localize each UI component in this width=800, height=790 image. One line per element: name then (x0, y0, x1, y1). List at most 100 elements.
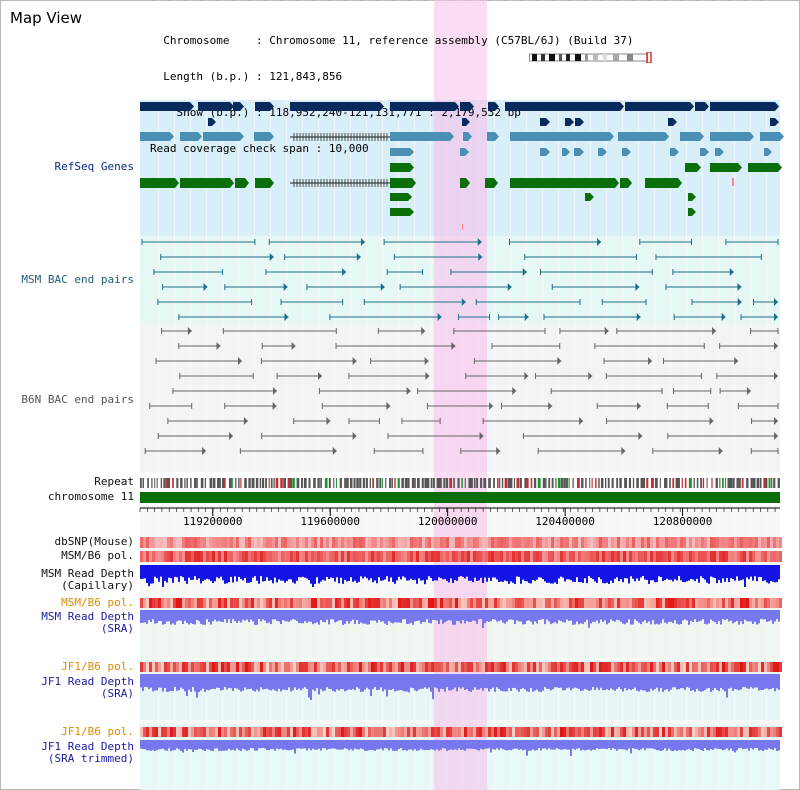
track-label-refseq[interactable]: RefSeq Genes (54, 160, 134, 173)
jf1-depth-trimmed-bar (660, 740, 662, 751)
jf1-depth-trimmed-bar (318, 740, 320, 749)
track-label-msm-b6-pol-sra[interactable]: MSM/B6 pol. (61, 596, 134, 609)
track-label-msm-bac[interactable]: MSM BAC end pairs (21, 273, 134, 286)
jf1-depth-trimmed-bar (750, 740, 752, 749)
repeat-track[interactable] (140, 477, 780, 489)
jf1-b6-pol-cell (338, 662, 341, 672)
track-label-msm-depth-sra[interactable]: MSM Read Depth (SRA) (0, 611, 134, 635)
msm-depth-sra-bar (256, 610, 258, 625)
track-label-dbsnp[interactable]: dbSNP(Mouse) (54, 535, 134, 548)
msm-depth-sra-bar (644, 610, 646, 621)
msm-depth-capillary-bar (368, 565, 370, 581)
msm-b6-pol-sra-cell (386, 598, 389, 608)
jf1-depth-trimmed-bar (476, 740, 478, 750)
msm-depth-sra-bar (268, 610, 270, 623)
repeat-element (303, 478, 307, 488)
repeat-element (147, 478, 149, 488)
msm-depth-sra-bar (170, 610, 172, 625)
track-label-chromosome[interactable]: chromosome 11 (47, 490, 134, 503)
repeat-element (711, 478, 713, 488)
msm-depth-capillary-track[interactable] (140, 565, 780, 587)
msm-b6-pol-sra-cell (620, 598, 623, 608)
jf1-b6-pol-cell (149, 662, 152, 672)
msm-b6-pol-sra-heat-track[interactable] (140, 598, 782, 608)
jf1-b6-pol-trimmed-cell (266, 727, 269, 737)
msm-depth-capillary-bar (676, 565, 678, 581)
msm-depth-capillary-bar (512, 565, 514, 583)
msm-b6-pol-sra-cell (197, 598, 200, 608)
jf1-depth-sra-bar (772, 674, 774, 688)
jf1-depth-trimmed-track[interactable] (140, 740, 780, 756)
repeat-element (385, 478, 387, 488)
msm-depth-sra-bar (678, 610, 680, 625)
msm-depth-sra-bar (258, 610, 260, 620)
msm-depth-sra-bar (446, 610, 448, 622)
repeat-element (640, 478, 643, 488)
msm-b6-pol-sra-cell (305, 598, 308, 608)
jf1-depth-trimmed-bar (636, 740, 638, 750)
selected-region-highlight[interactable] (434, 0, 487, 790)
grid-line (222, 0, 223, 790)
msm-depth-capillary-bar (742, 565, 744, 580)
msm-b6-pol-cell (470, 551, 473, 562)
jf1-depth-sra-bar (560, 674, 562, 688)
chromosome-bar[interactable] (140, 492, 780, 503)
track-label-b6n-bac[interactable]: B6N BAC end pairs (21, 393, 134, 406)
track-label-msm-b6-pol[interactable]: MSM/B6 pol. (61, 549, 134, 562)
repeat-element (411, 478, 415, 488)
track-label-jf1-depth-sra[interactable]: JF1 Read Depth (SRA) (0, 676, 134, 700)
jf1-depth-sra-bar (164, 674, 166, 688)
dbsnp-cell (611, 537, 614, 548)
msm-b6-pol-cell (713, 551, 716, 562)
dbsnp-heat-track[interactable] (140, 537, 782, 548)
msm-depth-capillary-bar (576, 565, 578, 578)
msm-b6-pol-cell (278, 551, 281, 562)
track-label-jf1-b6-pol[interactable]: JF1/B6 pol. (61, 660, 134, 673)
gene-arrow (692, 208, 696, 216)
msm-b6-pol-heat-track[interactable] (140, 551, 782, 562)
msm-depth-sra-bar (354, 610, 356, 625)
track-label-jf1-b6-pol-trimmed[interactable]: JF1/B6 pol. (61, 725, 134, 738)
msm-b6-pol-sra-cell (770, 598, 773, 608)
dbsnp-cell (233, 537, 236, 548)
msm-depth-sra-bar (326, 610, 328, 620)
msm-depth-sra-track[interactable] (140, 610, 780, 628)
refseq-genes-track[interactable] (140, 100, 784, 236)
msm-b6-pol-sra-cell (509, 598, 512, 608)
msm-bac-pairs-track[interactable] (140, 236, 780, 324)
jf1-depth-sra-bar (596, 674, 598, 688)
msm-b6-pol-sra-cell (428, 598, 431, 608)
msm-depth-sra-bar (776, 610, 778, 620)
repeat-element (545, 478, 547, 488)
dbsnp-cell (545, 537, 548, 548)
jf1-b6-pol-trimmed-cell (170, 727, 173, 737)
msm-b6-pol-sra-cell (596, 598, 599, 608)
track-label-repeat[interactable]: Repeat (94, 475, 134, 488)
jf1-depth-trimmed-bar (172, 740, 174, 751)
chromosome-ideogram[interactable] (529, 52, 652, 63)
jf1-b6-pol-cell (335, 662, 338, 672)
jf1-depth-sra-bar (228, 674, 230, 688)
msm-depth-sra-bar (226, 610, 228, 623)
track-label-jf1-depth-trimmed[interactable]: JF1 Read Depth (SRA trimmed) (0, 741, 134, 765)
jf1-b6-pol-trimmed-cell (164, 727, 167, 737)
msm-depth-sra-bar (612, 610, 614, 621)
dbsnp-cell (458, 537, 461, 548)
jf1-b6-pol-cell (545, 662, 548, 672)
b6n-bac-pairs-track[interactable] (140, 324, 780, 474)
jf1-b6-pol-trimmed-heat-track[interactable] (140, 727, 782, 737)
msm-b6-pol-sra-cell (212, 598, 215, 608)
jf1-depth-trimmed-bar (198, 740, 200, 749)
msm-b6-pol-sra-cell (587, 598, 590, 608)
msm-bac-pair-arrow (721, 313, 726, 321)
msm-depth-capillary-bar (766, 565, 768, 583)
msm-depth-sra-bar (542, 610, 544, 620)
track-label-msm-depth-capillary[interactable]: MSM Read Depth (Capillary) (0, 568, 134, 592)
msm-depth-sra-bar (636, 610, 638, 622)
jf1-depth-sra-track[interactable] (140, 674, 780, 700)
jf1-b6-pol-heat-track[interactable] (140, 662, 782, 672)
jf1-b6-pol-trimmed-cell (578, 727, 581, 737)
jf1-b6-pol-cell (266, 662, 269, 672)
msm-b6-pol-sra-cell (449, 598, 452, 608)
jf1-b6-pol-trimmed-cell (530, 727, 533, 737)
